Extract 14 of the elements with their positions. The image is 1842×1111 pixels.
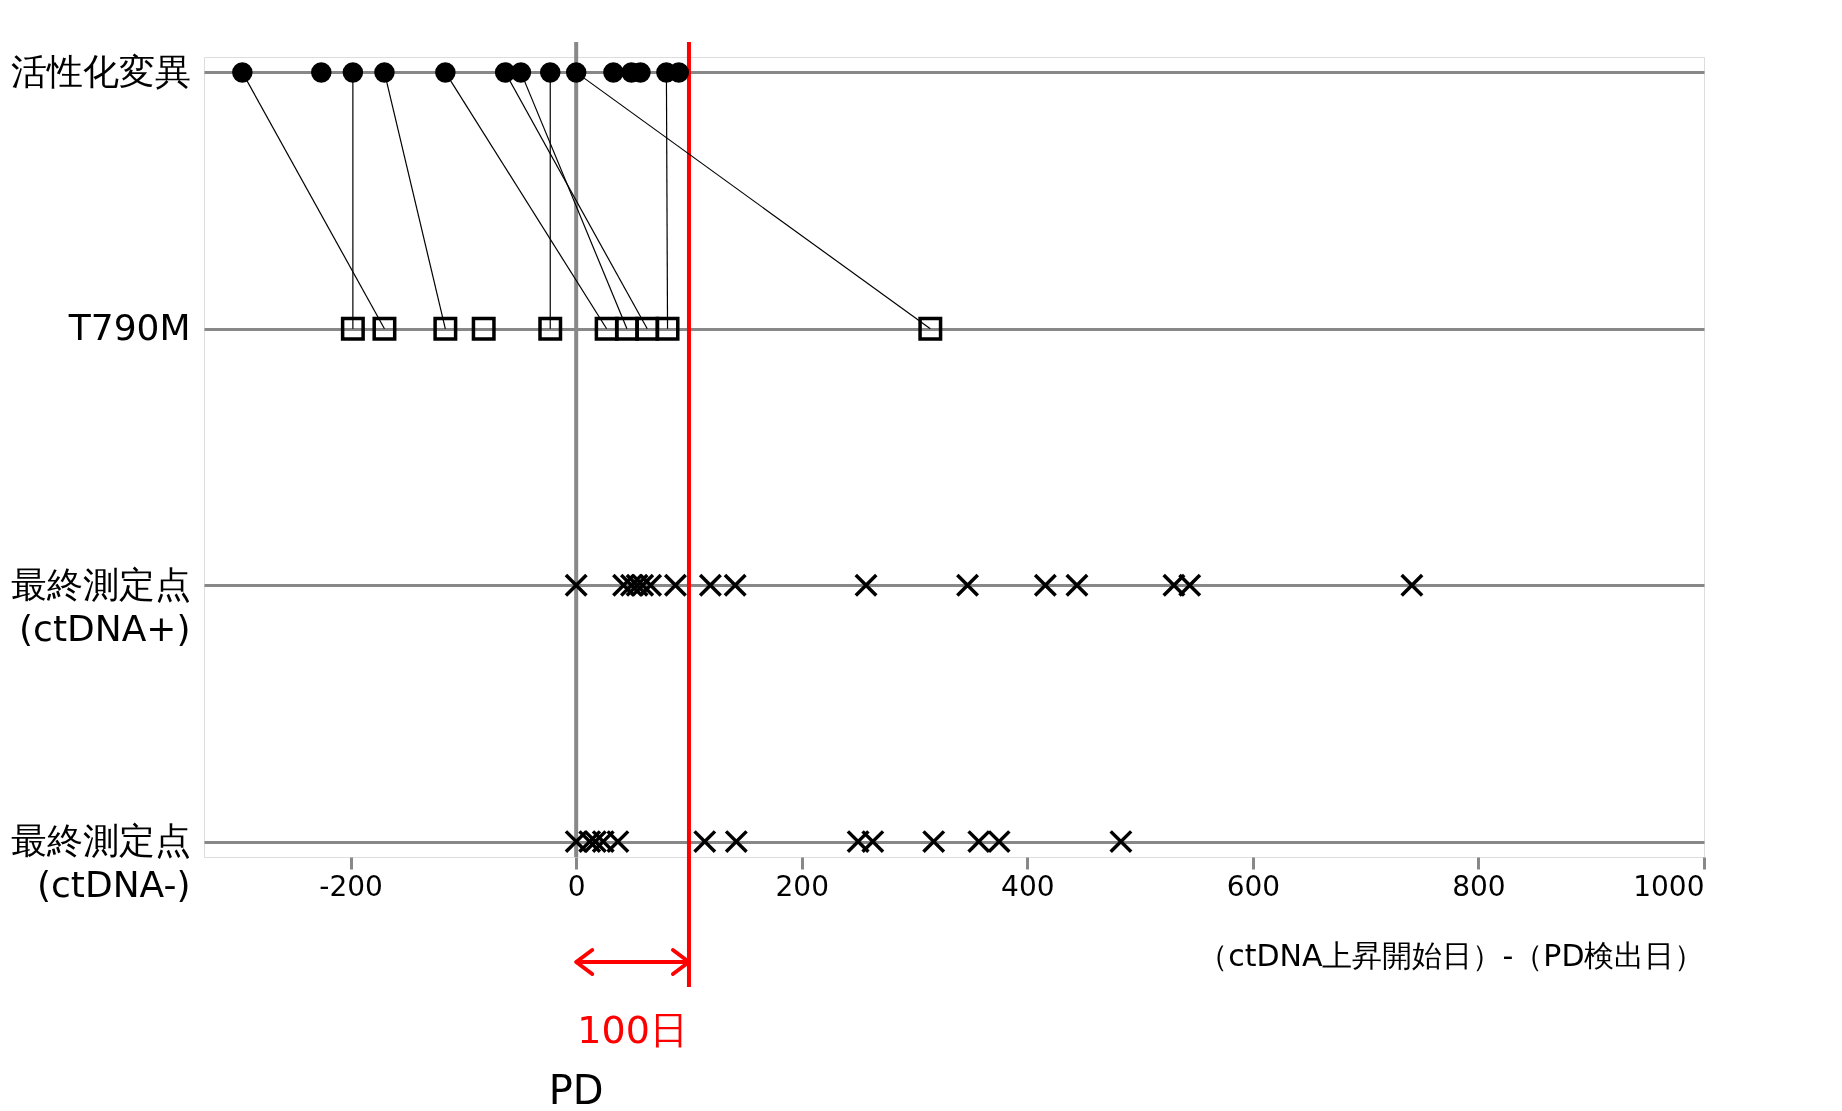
y-tick-label: 最終測定点 (ctDNA+): [10, 563, 191, 649]
x-tick-label: 800: [1452, 869, 1506, 903]
text: PD: [548, 1067, 604, 1111]
y-tick-label: T790M: [67, 307, 191, 349]
x-tick-label: 200: [775, 869, 829, 903]
text: 100日: [577, 1008, 688, 1052]
x-axis-title: （ctDNA上昇開始日）-（PD検出日）: [1198, 937, 1705, 973]
x-tick-label: 0: [567, 869, 586, 903]
x-tick-label: 600: [1226, 869, 1281, 903]
y-tick-label: 最終測定点 (ctDNA-): [10, 820, 191, 906]
x-tick-label: 1000: [1633, 869, 1705, 903]
x-tick-label: 400: [1001, 869, 1055, 903]
x-tick-label: -200: [319, 869, 383, 903]
y-tick-label: 活性化変異: [10, 50, 191, 92]
